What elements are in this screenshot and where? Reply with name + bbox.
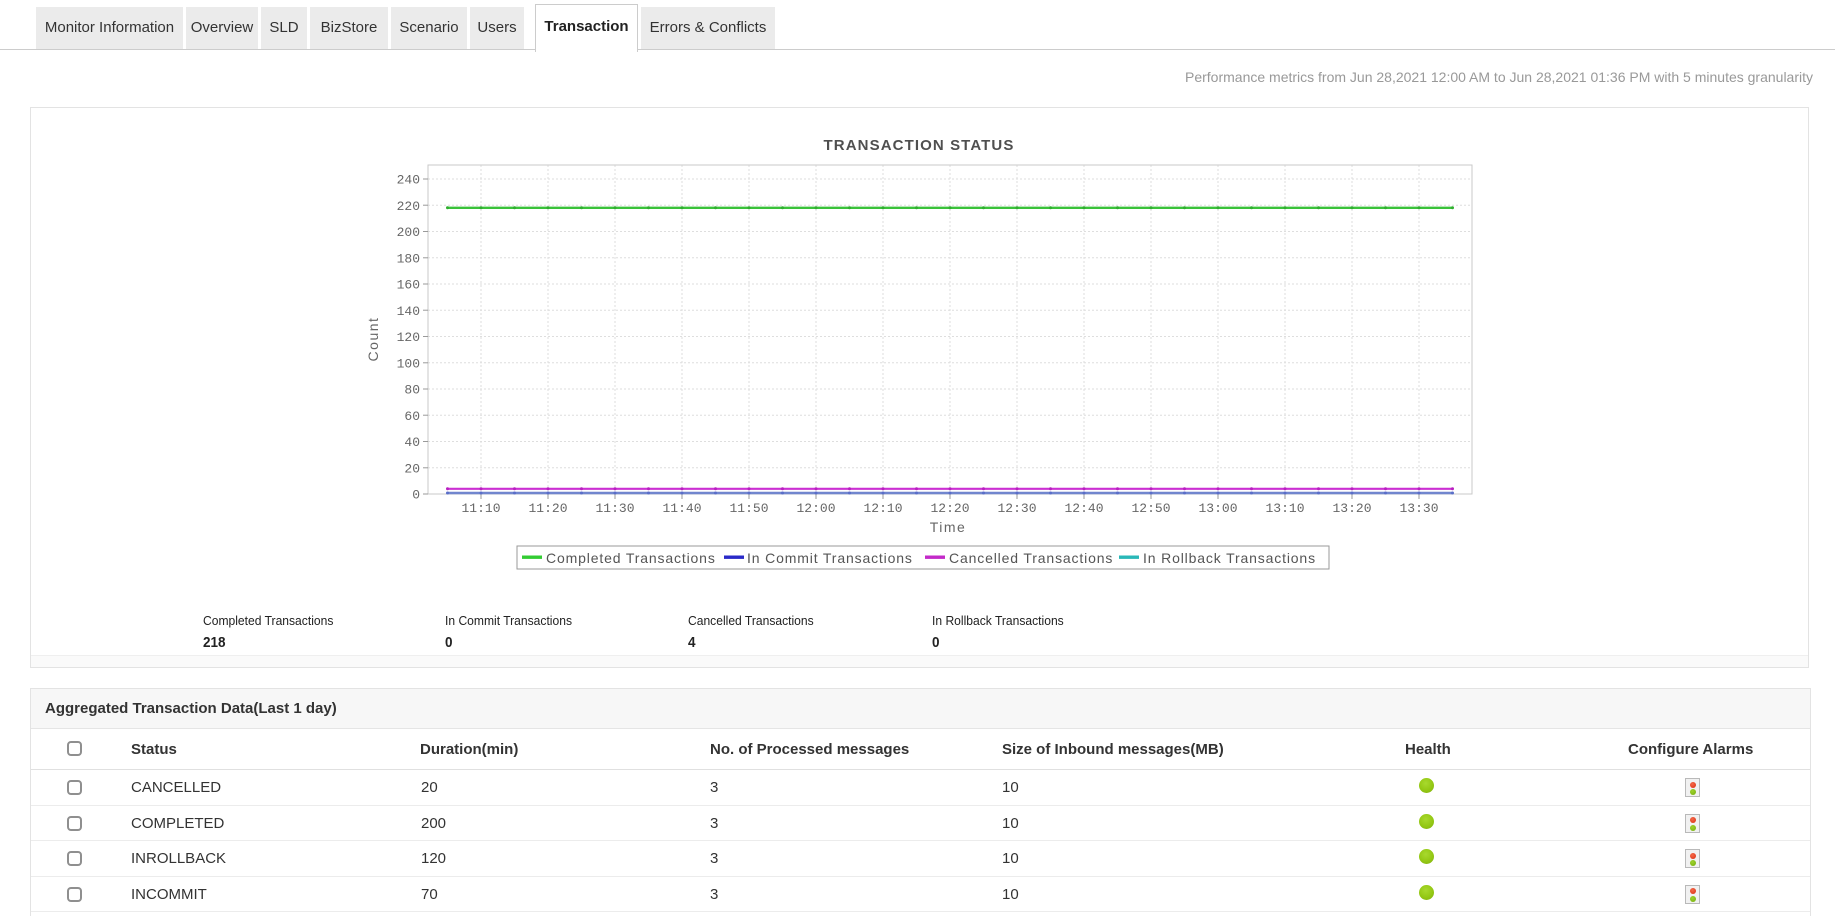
svg-text:In Rollback Transactions: In Rollback Transactions [1143,550,1316,566]
svg-text:0: 0 [412,488,420,503]
svg-text:TRANSACTION STATUS: TRANSACTION STATUS [824,137,1015,154]
svg-text:11:40: 11:40 [662,501,701,516]
svg-text:12:10: 12:10 [863,501,902,516]
svg-text:12:00: 12:00 [796,501,835,516]
svg-text:20: 20 [404,461,420,476]
svg-text:11:10: 11:10 [461,501,500,516]
svg-text:11:50: 11:50 [729,501,768,516]
svg-text:12:40: 12:40 [1064,501,1103,516]
svg-text:Count: Count [365,317,381,362]
svg-text:40: 40 [404,435,420,450]
svg-text:180: 180 [397,251,420,266]
svg-text:In Commit Transactions: In Commit Transactions [747,550,913,566]
svg-text:12:50: 12:50 [1131,501,1170,516]
svg-text:220: 220 [397,199,420,214]
svg-text:160: 160 [397,278,420,293]
svg-text:13:30: 13:30 [1399,501,1438,516]
svg-text:13:00: 13:00 [1198,501,1237,516]
svg-text:13:20: 13:20 [1332,501,1371,516]
svg-text:13:10: 13:10 [1265,501,1304,516]
svg-text:100: 100 [397,356,420,371]
svg-text:Time: Time [930,519,967,535]
svg-text:240: 240 [397,173,420,188]
svg-text:11:30: 11:30 [595,501,634,516]
svg-text:60: 60 [404,409,420,424]
svg-text:120: 120 [397,330,420,345]
svg-text:Cancelled Transactions: Cancelled Transactions [949,550,1113,566]
svg-text:12:20: 12:20 [930,501,969,516]
svg-text:80: 80 [404,383,420,398]
svg-text:Completed Transactions: Completed Transactions [546,550,716,566]
svg-text:12:30: 12:30 [997,501,1036,516]
svg-text:200: 200 [397,225,420,240]
svg-text:11:20: 11:20 [528,501,567,516]
svg-text:140: 140 [397,304,420,319]
